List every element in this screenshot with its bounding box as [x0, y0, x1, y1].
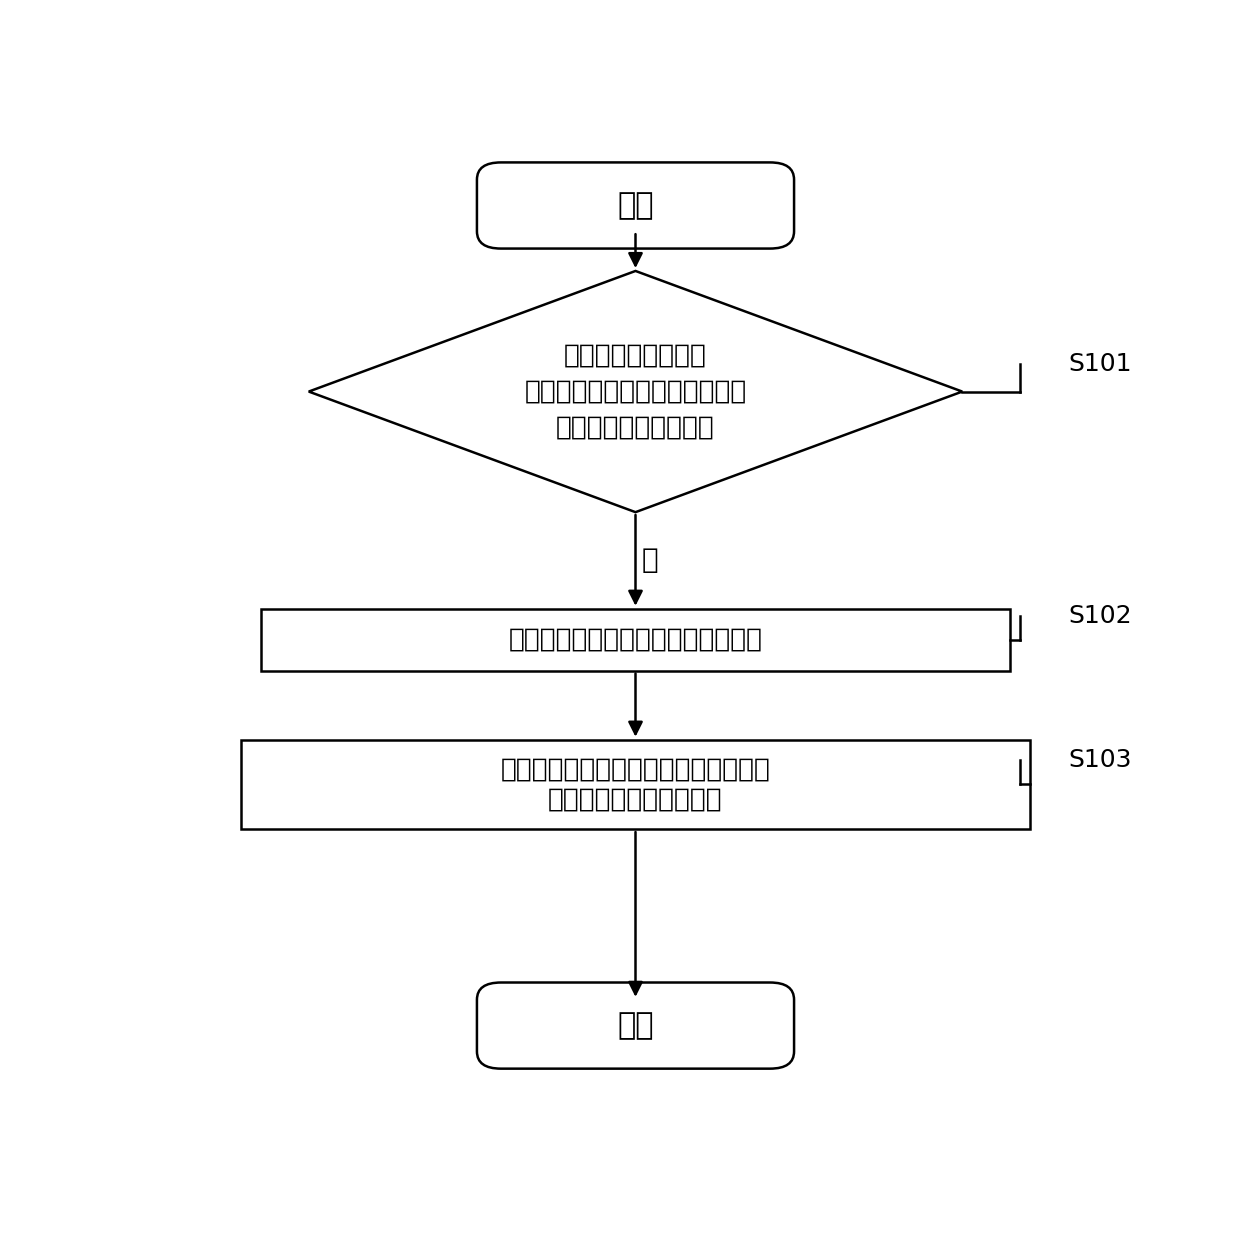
Text: 是: 是 [641, 546, 658, 574]
Text: 频率信号是否与第一频率范围的: 频率信号是否与第一频率范围的 [525, 378, 746, 405]
Bar [260, 609, 1011, 670]
Text: 确定第二频率范围的: 确定第二频率范围的 [564, 343, 707, 368]
Text: 在第一频率范围中除目标频率范围外的
其他频率范围上收发数据: 在第一频率范围中除目标频率范围外的 其他频率范围上收发数据 [501, 757, 770, 812]
FancyBboxPatch shape [477, 163, 794, 248]
FancyBboxPatch shape [477, 982, 794, 1069]
Text: 开始: 开始 [618, 190, 653, 221]
Text: 结束: 结束 [618, 1011, 653, 1040]
Bar [242, 739, 1029, 829]
Text: 根据第二频率范围确定目标频率范围: 根据第二频率范围确定目标频率范围 [508, 626, 763, 653]
Text: 频率信号发生谐波干扰: 频率信号发生谐波干扰 [556, 415, 715, 440]
Text: S101: S101 [1068, 352, 1131, 376]
Polygon shape [309, 271, 962, 512]
Text: S103: S103 [1068, 748, 1131, 772]
Text: S102: S102 [1068, 604, 1132, 628]
